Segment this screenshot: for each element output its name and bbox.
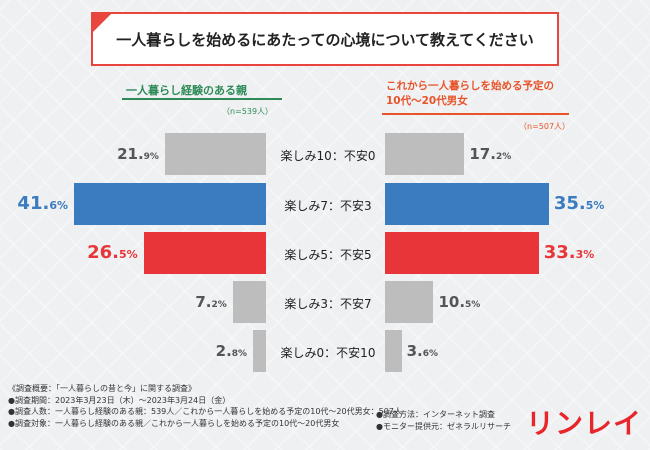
value-label-left-0: 21.9% <box>117 145 159 163</box>
right-group-n: （n=507人） <box>519 122 571 131</box>
bar-right-3 <box>385 281 434 323</box>
value-label-right-0: 17.2% <box>469 145 512 163</box>
bar-left-0 <box>164 133 266 175</box>
brand-logo: リンレイ <box>526 407 643 440</box>
right-group-underline <box>382 113 569 115</box>
notes-right-2: ●モニター提供元：ゼネラルリサーチ <box>376 421 511 431</box>
right-group-label-line2: 10代〜20代男女 <box>386 95 468 107</box>
notes-line-3: ●調査人数：一人暮らし経験のある親：539人／これから一人暮らしを始める予定の1… <box>8 407 402 416</box>
notes-right-1: ●調査方法：インターネット調査 <box>376 410 495 419</box>
title-corner-accent <box>91 12 113 34</box>
value-label-left-1: 41.6% <box>17 193 68 214</box>
bar-left-2 <box>143 232 266 274</box>
survey-notes-right: ●調査方法：インターネット調査 ●モニター提供元：ゼネラルリサーチ <box>376 409 511 432</box>
category-label-4: 楽しみ0：不安10 <box>280 346 376 360</box>
value-label-left-3: 7.2% <box>195 293 227 311</box>
category-label-1: 楽しみ7：不安3 <box>284 199 372 213</box>
value-label-left-2: 26.5% <box>87 242 138 263</box>
right-group-label-line1: これから一人暮らしを始める予定の <box>386 80 554 92</box>
left-group-label: 一人暮らし経験のある親 <box>126 84 247 97</box>
chart-title: 一人暮らしを始めるにあたっての心境について教えてください <box>91 12 559 66</box>
bar-right-4 <box>385 330 402 372</box>
bar-right-1 <box>385 183 549 225</box>
notes-line-2: ●調査期間：2023年3月23日（木）〜2023年3月24日（金） <box>8 395 231 405</box>
right-group-label: これから一人暮らしを始める予定の 10代〜20代男女 <box>386 79 554 109</box>
value-label-right-1: 35.5% <box>553 193 605 214</box>
value-label-left-4: 2.8% <box>215 342 248 360</box>
value-label-right-2: 33.3% <box>543 242 595 263</box>
left-group-underline <box>122 98 282 100</box>
bar-right-2 <box>385 232 539 274</box>
bar-left-3 <box>232 281 266 323</box>
notes-line-1: 《調査概要：「一人暮らしの昔と今」に関する調査》 <box>8 384 196 393</box>
category-label-3: 楽しみ3：不安7 <box>284 297 372 311</box>
bar-left-4 <box>253 330 266 372</box>
category-label-2: 楽しみ5：不安5 <box>284 248 372 262</box>
bar-right-0 <box>385 133 465 175</box>
value-label-right-3: 10.5% <box>438 293 481 311</box>
left-group-n: （n=539人） <box>222 107 274 116</box>
notes-line-4: ●調査対象：一人暮らし経験のある親／これから一人暮らしを始める予定の10代〜20… <box>8 418 340 428</box>
category-label-0: 楽しみ10：不安0 <box>280 149 376 163</box>
value-label-right-4: 3.6% <box>406 342 439 360</box>
survey-notes: 《調査概要：「一人暮らしの昔と今」に関する調査》 ●調査期間：2023年3月23… <box>8 383 402 429</box>
bar-left-1 <box>74 183 266 225</box>
